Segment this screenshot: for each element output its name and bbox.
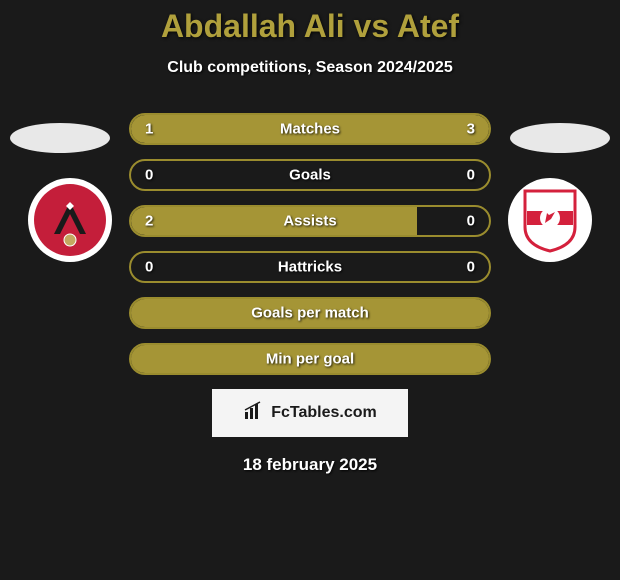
- al-ahly-crest-icon: [34, 184, 106, 256]
- watermark-text: FcTables.com: [271, 404, 377, 422]
- player-photo-left-placeholder: [10, 123, 110, 153]
- page-title: Abdallah Ali vs Atef: [0, 8, 620, 45]
- stats-bars: 13Matches 00Goals 20Assists 00Hattricks Goal…: [129, 113, 491, 375]
- zamalek-crest-icon: [521, 187, 579, 253]
- stat-label: Min per goal: [131, 351, 489, 368]
- player-photo-right-placeholder: [510, 123, 610, 153]
- page-subtitle: Club competitions, Season 2024/2025: [0, 59, 620, 77]
- stat-bar: 00Goals: [129, 159, 491, 191]
- club-crest-left: [28, 178, 112, 262]
- watermark-badge: FcTables.com: [212, 389, 408, 437]
- stat-bar: 13Matches: [129, 113, 491, 145]
- stat-bar: 20Assists: [129, 205, 491, 237]
- infographic-root: Abdallah Ali vs Atef Club competitions, …: [0, 0, 620, 475]
- club-crest-right: [508, 178, 592, 262]
- stat-label: Goals per match: [131, 305, 489, 322]
- stat-bar: Min per goal: [129, 343, 491, 375]
- fctables-logo-icon: [243, 400, 265, 427]
- stat-label: Assists: [131, 213, 489, 230]
- stat-bar: 00Hattricks: [129, 251, 491, 283]
- stat-label: Goals: [131, 167, 489, 184]
- stat-label: Hattricks: [131, 259, 489, 276]
- stat-label: Matches: [131, 121, 489, 138]
- date-text: 18 february 2025: [0, 455, 620, 475]
- stat-bar: Goals per match: [129, 297, 491, 329]
